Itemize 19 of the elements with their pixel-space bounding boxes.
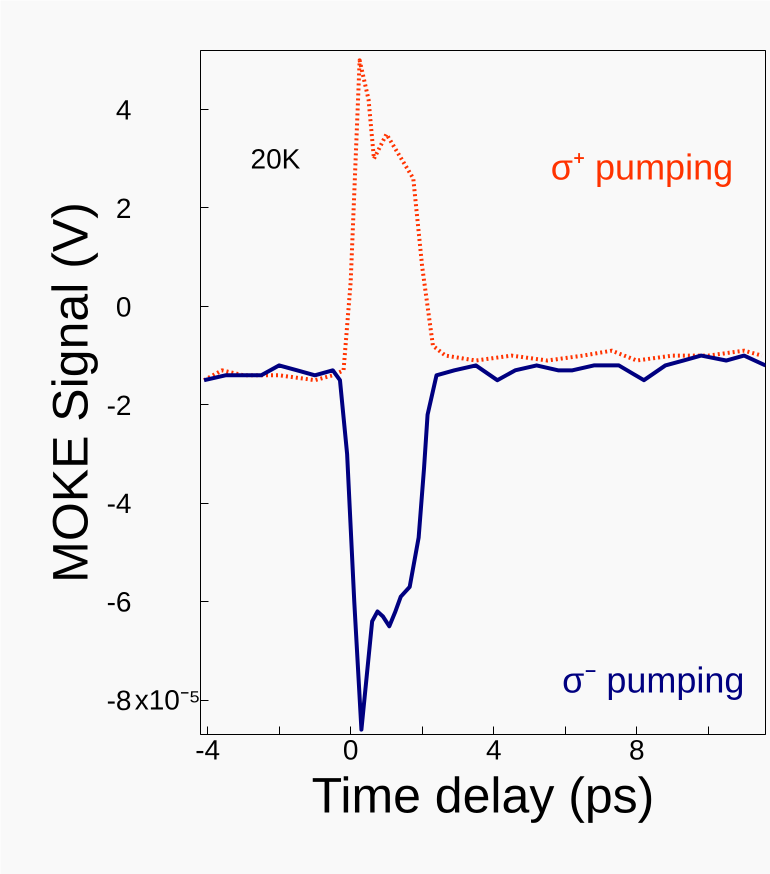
annotation: x10⁻⁵ xyxy=(134,684,201,716)
x-axis-title: Time delay (ps) xyxy=(312,768,654,824)
y-tick-label: -2 xyxy=(106,390,132,421)
y-tick-label: -4 xyxy=(106,488,132,520)
y-tick-label: 2 xyxy=(116,192,132,224)
x-tick-label: 0 xyxy=(342,734,358,766)
y-tick-label: -6 xyxy=(106,586,132,618)
x-tick-label: -4 xyxy=(195,734,220,766)
line-series xyxy=(202,58,764,382)
x-tick-label: 8 xyxy=(628,734,645,766)
text: σ⁻ pumping xyxy=(562,659,744,700)
y-tick-label: 4 xyxy=(116,94,132,126)
x-tick-label: 4 xyxy=(486,734,502,766)
y-axis-title: MOKE Signal (V) xyxy=(42,202,99,583)
text: σ⁺ pumping xyxy=(550,146,734,188)
y-tick-label: 0 xyxy=(116,291,132,322)
y-tick-label: -8 xyxy=(106,685,132,716)
line-series xyxy=(202,354,766,732)
annotation: 20K xyxy=(250,144,301,174)
